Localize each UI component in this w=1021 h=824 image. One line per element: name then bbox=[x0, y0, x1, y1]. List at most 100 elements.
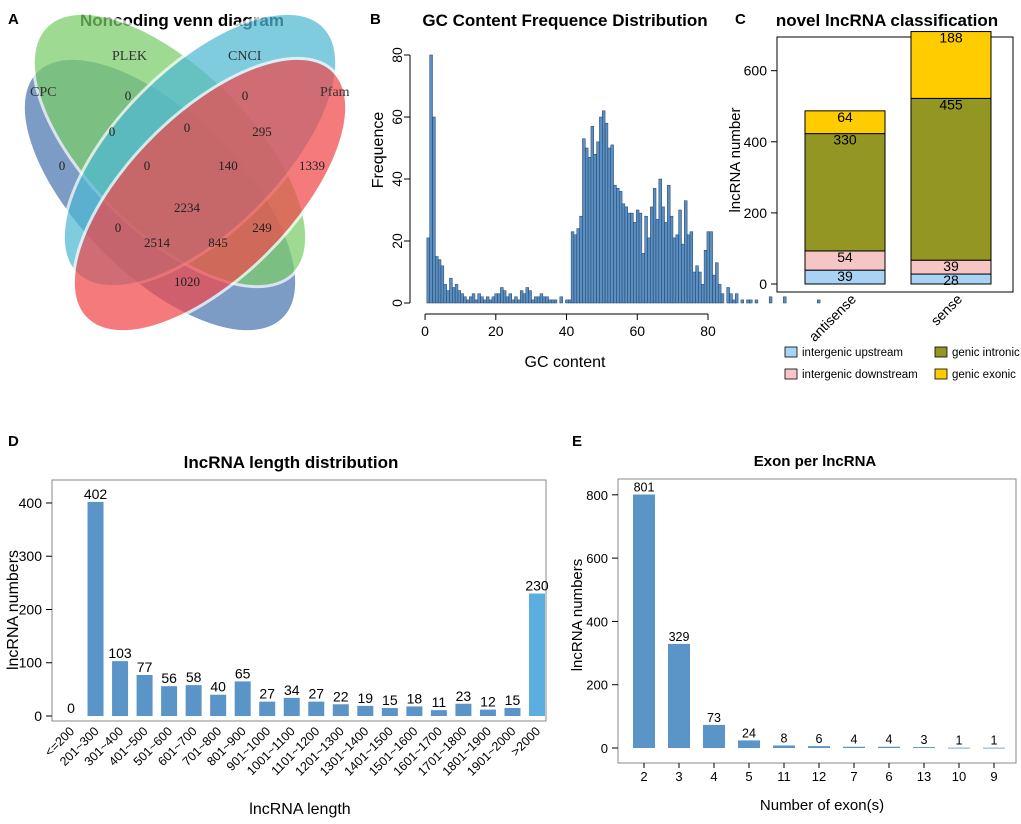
gc-bar bbox=[604, 122, 609, 304]
length-ylabel: lncRNA numbers bbox=[5, 550, 22, 670]
venn-set-pfam bbox=[71, 56, 349, 334]
panel-letter-c: C bbox=[735, 11, 746, 28]
length-bar-label: 0 bbox=[67, 700, 75, 716]
gc-bar bbox=[491, 296, 495, 304]
class-legend: intergenic upstream genic intronic interge… bbox=[784, 346, 1020, 381]
venn-region-value: 0 bbox=[184, 120, 191, 135]
gc-bar bbox=[689, 231, 694, 304]
gc-bar bbox=[709, 231, 713, 304]
exon-bar bbox=[703, 724, 725, 748]
gc-bar bbox=[712, 274, 716, 304]
exon-x-tick-label: 10 bbox=[952, 769, 966, 784]
gc-bar bbox=[672, 237, 677, 304]
exon-x-tick-label: 4 bbox=[710, 769, 717, 784]
gc-bar bbox=[647, 237, 651, 304]
exon-x-tick-label: 7 bbox=[850, 769, 857, 784]
exon-bar-label: 329 bbox=[669, 630, 690, 644]
legend-label: genic intronic bbox=[952, 347, 1020, 359]
venn-label-plek: PLEK bbox=[112, 49, 147, 64]
venn-region-value: 2514 bbox=[144, 235, 171, 250]
exon-ylabel: lncRNA numbers bbox=[569, 559, 586, 672]
class-segment-label: 64 bbox=[837, 109, 853, 125]
class-frame bbox=[776, 36, 1014, 293]
gc-bar bbox=[443, 284, 447, 304]
gc-bar bbox=[817, 299, 821, 304]
gc-x-tick-label: 80 bbox=[700, 323, 716, 339]
length-bar-label: 230 bbox=[525, 578, 549, 594]
gc-bar bbox=[729, 293, 733, 304]
length-bar-label: 103 bbox=[108, 645, 132, 661]
exon-x-tick-label: 11 bbox=[777, 769, 791, 784]
length-bar bbox=[406, 706, 423, 716]
length-frame bbox=[51, 479, 547, 722]
gc-bar bbox=[432, 116, 436, 304]
gc-bar bbox=[718, 284, 722, 304]
length-bar-label: 15 bbox=[382, 692, 398, 708]
venn-region-value: 0 bbox=[109, 124, 116, 139]
length-y-tick-label: 300 bbox=[19, 548, 43, 564]
gc-xlabel: GC content bbox=[525, 354, 606, 371]
gc-bar bbox=[669, 215, 674, 304]
exon-bar bbox=[843, 746, 865, 748]
exon-bar bbox=[983, 747, 1005, 749]
panel-d: D lncRNA length distribution 0 100 200 300 4… bbox=[5, 433, 549, 818]
length-bar bbox=[479, 709, 496, 716]
gc-bar bbox=[726, 287, 730, 304]
gc-bar bbox=[548, 299, 552, 304]
length-bar bbox=[185, 685, 202, 716]
exon-bar-label: 4 bbox=[851, 733, 858, 747]
gc-bar bbox=[449, 277, 453, 304]
gc-bar bbox=[446, 290, 450, 304]
exon-bar bbox=[668, 643, 690, 748]
exon-x-tick-label: 12 bbox=[812, 769, 826, 784]
gc-bar bbox=[596, 141, 600, 304]
gc-x-tick-label: 20 bbox=[488, 323, 504, 339]
venn-region-value: 0 bbox=[125, 88, 132, 103]
gc-bar bbox=[720, 293, 725, 304]
venn-region-value: 1339 bbox=[299, 158, 325, 173]
exon-x-tick-label: 2 bbox=[640, 769, 647, 784]
venn-ellipses bbox=[21, 11, 349, 334]
gc-bar bbox=[715, 262, 719, 304]
gc-y-tick-label: 0 bbox=[389, 299, 405, 307]
panel-letter-d: D bbox=[8, 433, 19, 450]
length-bar bbox=[87, 501, 104, 716]
length-xlabel: lncRNA length bbox=[249, 801, 350, 818]
gc-bar bbox=[661, 206, 665, 304]
class-y-tick-label: 400 bbox=[744, 134, 768, 150]
gc-bar bbox=[754, 299, 759, 304]
gc-bar bbox=[483, 299, 487, 304]
gc-bar bbox=[460, 293, 464, 304]
class-ylabel: lncRNA number bbox=[727, 107, 744, 212]
length-bar-label: 27 bbox=[308, 686, 324, 702]
gc-bar bbox=[644, 215, 648, 304]
gc-bar bbox=[610, 144, 614, 304]
gc-x-tick-label: 40 bbox=[559, 323, 575, 339]
gc-bar bbox=[437, 259, 442, 304]
gc-bar bbox=[466, 299, 470, 304]
gc-bar bbox=[638, 212, 643, 304]
length-bar-label: 40 bbox=[210, 679, 226, 695]
class-bar-segment bbox=[910, 31, 992, 99]
length-bar bbox=[430, 710, 447, 716]
length-bar bbox=[136, 674, 153, 716]
length-bar bbox=[529, 593, 545, 716]
gc-bar bbox=[616, 188, 620, 304]
gc-bar bbox=[698, 271, 702, 304]
gc-bar bbox=[553, 299, 558, 304]
gc-bar bbox=[593, 153, 597, 304]
gc-bar bbox=[579, 215, 583, 304]
gc-bar bbox=[652, 188, 657, 304]
class-segment-label: 28 bbox=[943, 272, 959, 288]
exon-x-tick-label: 9 bbox=[990, 769, 997, 784]
class-segment-label: 330 bbox=[833, 132, 857, 148]
length-bar-label: 19 bbox=[358, 690, 374, 706]
class-y-tick-label: 200 bbox=[744, 205, 768, 221]
legend-swatch bbox=[784, 346, 798, 358]
gc-bar bbox=[570, 231, 575, 304]
gc-bar bbox=[701, 284, 705, 304]
length-bar-label: 402 bbox=[84, 486, 108, 502]
class-x-tick-label: antisense bbox=[805, 291, 859, 345]
gc-y-tick-label: 40 bbox=[389, 171, 405, 187]
